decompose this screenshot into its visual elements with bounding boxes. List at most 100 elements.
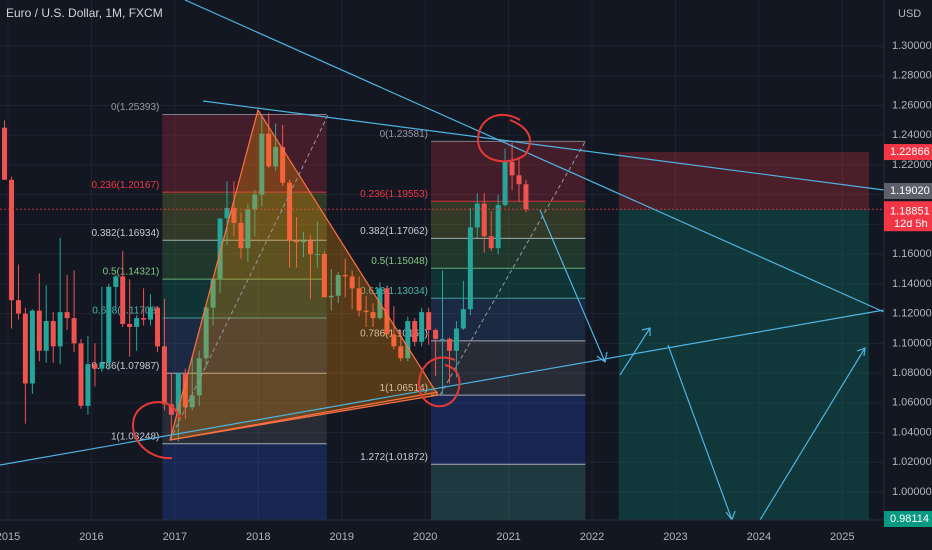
fib-zone: [430, 141, 586, 202]
candle-body: [481, 203, 487, 237]
fib-zone: [162, 240, 327, 280]
x-tick-label: 2016: [79, 531, 103, 543]
candle-body: [363, 310, 369, 313]
grid: [0, 0, 884, 520]
fib-label: 0.236(1.19553): [360, 189, 428, 200]
candle-body: [412, 321, 418, 342]
price-axis-bg: [884, 0, 932, 550]
fib-label: 0.236(1.20167): [92, 180, 160, 191]
price-tag: 0.98114: [890, 513, 929, 525]
candle-body: [78, 343, 84, 406]
y-tick-label: 1.00000: [892, 486, 932, 498]
candle-body: [460, 309, 466, 329]
candle-body: [217, 218, 223, 280]
x-tick-label: 2015: [0, 531, 20, 543]
x-tick-label: 2019: [329, 531, 353, 543]
candle-body: [280, 147, 286, 183]
candle-body: [384, 288, 390, 335]
candle-body: [71, 318, 77, 344]
y-axis-label: USD: [898, 8, 921, 20]
fib-label: 0.5(1.14321): [103, 267, 160, 278]
candle-body: [224, 208, 230, 219]
fib-label: 0.5(1.15048): [371, 256, 428, 267]
candle-body: [474, 203, 480, 228]
candle-body: [43, 321, 49, 351]
candle-body: [266, 133, 272, 167]
candle-body: [426, 312, 432, 330]
arrow: [759, 347, 866, 521]
x-tick-label: 2018: [246, 531, 270, 543]
y-tick-label: 1.30000: [892, 40, 932, 52]
candle-body: [120, 276, 126, 325]
x-tick-label: 2017: [163, 531, 187, 543]
candle-body: [155, 307, 161, 347]
y-tick-label: 1.22000: [892, 159, 932, 171]
fib-zone: [430, 464, 586, 520]
triangle: [169, 108, 439, 441]
fib-zone: [430, 268, 586, 299]
price-tag: 1.18851: [890, 206, 930, 218]
candle-body: [391, 334, 397, 347]
drawings: [0, 0, 885, 522]
y-tick-label: 1.24000: [892, 129, 932, 141]
fib-zone: [162, 114, 327, 193]
x-tick-label: 2021: [496, 531, 520, 543]
fib-label: 0.382(1.17062): [360, 226, 428, 237]
price-tag-bg: [884, 144, 932, 161]
price-tag-bg: [884, 203, 932, 220]
y-tick-label: 1.16000: [892, 248, 932, 260]
candle-body: [22, 313, 28, 384]
candle-body: [433, 329, 439, 339]
countdown-bg: [884, 217, 932, 232]
candle-body: [516, 175, 522, 185]
candle-body: [287, 182, 293, 241]
candle-body: [509, 161, 515, 176]
candle-body: [405, 321, 411, 359]
candle-body: [467, 227, 473, 310]
y-tick-label: 1.28000: [892, 70, 932, 82]
candle-body: [148, 307, 154, 320]
x-tick-label: 2020: [413, 531, 437, 543]
arrow: [619, 327, 651, 376]
fib-label: 1.272(1.01872): [360, 452, 428, 463]
circles: [132, 113, 531, 460]
y-tick-label: 1.26000: [892, 99, 932, 111]
candle-body: [301, 240, 307, 243]
candle-body: [203, 307, 209, 359]
circle: [476, 113, 531, 163]
candle-body: [307, 240, 313, 255]
candle-body: [29, 310, 35, 384]
fib-zone: [430, 238, 586, 269]
time-axis-bg: [0, 520, 932, 550]
fib-zone: [430, 395, 586, 465]
candle-body: [453, 328, 459, 351]
fib-label: 0.618(1.13034): [360, 286, 428, 297]
candle-body: [85, 364, 91, 406]
candle-body: [238, 222, 244, 249]
y-tick-label: 1.08000: [892, 367, 932, 379]
target-zone: [618, 209, 869, 520]
candle-body: [189, 395, 195, 408]
circle: [132, 401, 181, 460]
candle-body: [36, 310, 42, 351]
price-tag: 1.22866: [890, 146, 930, 158]
candle-body: [342, 274, 348, 277]
candle-body: [349, 276, 355, 289]
fib-label: 0(1.23581): [380, 129, 428, 140]
candle-body: [502, 161, 508, 206]
x-tick-label: 2024: [747, 531, 771, 543]
candle-body: [321, 254, 327, 298]
candle-body: [50, 321, 56, 347]
fib-zone: [430, 201, 586, 239]
circle: [418, 356, 461, 408]
x-tick-label: 2022: [580, 531, 604, 543]
trendline-tag: 1.19020: [890, 185, 930, 197]
x-tick-label: 2025: [830, 531, 854, 543]
countdown: 12d 5h: [894, 218, 928, 230]
trend-line: [202, 100, 885, 191]
trend-line: [0, 309, 885, 466]
candle-body: [314, 254, 320, 256]
